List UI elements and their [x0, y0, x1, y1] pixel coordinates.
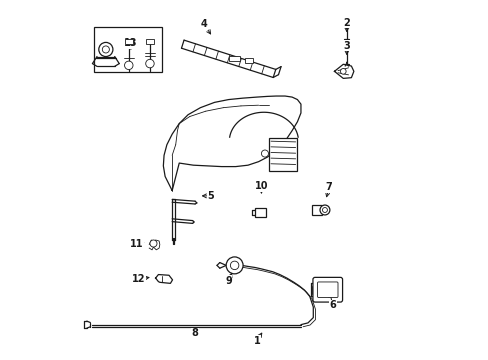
Circle shape — [145, 59, 154, 68]
Circle shape — [225, 257, 243, 274]
Circle shape — [99, 42, 113, 57]
FancyBboxPatch shape — [312, 277, 342, 302]
Bar — [93, 27, 162, 72]
Bar — [255, 207, 265, 217]
Text: 13: 13 — [124, 38, 137, 48]
Text: 11: 11 — [130, 239, 143, 248]
FancyBboxPatch shape — [317, 282, 337, 297]
Text: 12: 12 — [132, 274, 145, 284]
Text: 1: 1 — [253, 336, 260, 346]
Bar — [228, 56, 240, 61]
Text: 9: 9 — [225, 275, 231, 285]
Circle shape — [124, 61, 133, 69]
Circle shape — [319, 205, 329, 215]
Circle shape — [230, 261, 238, 270]
Text: 3: 3 — [343, 41, 349, 51]
Text: 6: 6 — [328, 300, 335, 310]
Bar — [124, 39, 133, 44]
Circle shape — [150, 240, 157, 247]
Circle shape — [261, 150, 268, 157]
Bar — [311, 206, 322, 215]
Text: 7: 7 — [325, 182, 332, 192]
Bar — [269, 138, 297, 171]
Text: 10: 10 — [254, 181, 267, 192]
Circle shape — [322, 207, 327, 212]
Bar — [244, 58, 253, 63]
Text: 5: 5 — [207, 191, 214, 201]
Text: 8: 8 — [191, 328, 198, 338]
Circle shape — [102, 46, 109, 53]
Text: 2: 2 — [343, 18, 349, 28]
Bar — [145, 39, 154, 44]
Circle shape — [340, 68, 346, 74]
Text: 4: 4 — [200, 19, 207, 29]
